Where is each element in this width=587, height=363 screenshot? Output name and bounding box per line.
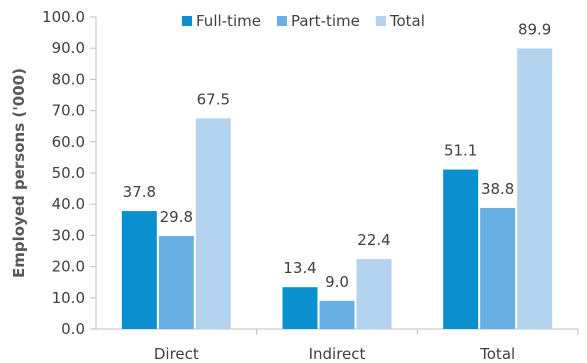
y-tick-label: 80.0 [52, 70, 85, 88]
data-label: 38.8 [481, 180, 514, 198]
bar-part-time [319, 300, 355, 329]
category-label: Indirect [309, 345, 366, 363]
y-tick-label: 10.0 [52, 289, 85, 307]
bar-part-time [158, 236, 194, 329]
data-label: 37.8 [123, 183, 156, 201]
y-tick-label: 90.0 [52, 39, 85, 57]
legend-swatch [276, 16, 287, 26]
data-label: 9.0 [325, 273, 349, 291]
legend-label: Total [389, 12, 425, 30]
y-tick-label: 40.0 [52, 195, 85, 213]
legend-swatch [375, 16, 386, 26]
bar-total [517, 48, 553, 330]
bar-full-time [443, 169, 479, 329]
data-label: 22.4 [357, 231, 390, 249]
data-label: 13.4 [283, 259, 316, 277]
y-tick-label: 50.0 [52, 164, 85, 182]
bar-full-time [121, 211, 157, 329]
y-tick-label: 100.0 [42, 8, 85, 26]
y-tick-label: 60.0 [52, 133, 85, 151]
y-tick-label: 20.0 [52, 258, 85, 276]
data-label: 67.5 [197, 90, 230, 108]
data-label: 89.9 [518, 21, 551, 39]
data-label: 29.8 [160, 208, 193, 226]
bar-total [195, 118, 231, 330]
bar-total [356, 259, 392, 329]
y-tick-label: 30.0 [52, 226, 85, 244]
bar-full-time [282, 287, 318, 329]
bar-part-time [480, 207, 516, 329]
y-axis-label: Employed persons ('000) [10, 68, 28, 278]
category-label: Direct [154, 345, 199, 363]
legend-label: Full-time [196, 12, 261, 30]
y-tick-label: 70.0 [52, 102, 85, 120]
legend-swatch [182, 16, 192, 26]
data-label: 51.1 [444, 142, 477, 160]
y-tick-label: 0.0 [61, 320, 85, 338]
category-label: Total [479, 345, 515, 363]
legend-label: Part-time [291, 12, 360, 30]
